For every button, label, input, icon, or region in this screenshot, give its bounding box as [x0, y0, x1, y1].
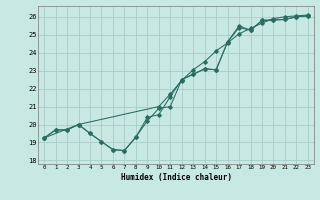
X-axis label: Humidex (Indice chaleur): Humidex (Indice chaleur) — [121, 173, 231, 182]
